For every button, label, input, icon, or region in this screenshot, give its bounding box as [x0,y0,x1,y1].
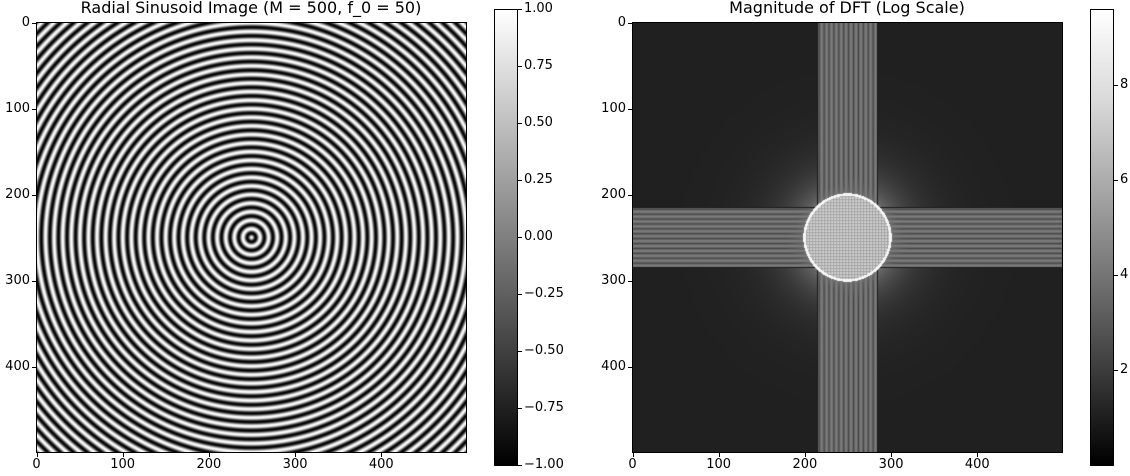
y-tick-label: 0 [617,14,626,30]
colorbar-tick-label: 0.25 [524,172,553,187]
colorbar-tick-mark [518,294,522,295]
colorbar-tick-label: 8 [1120,77,1129,92]
colorbar-tick-mark [518,408,522,409]
x-tick-mark [891,453,893,457]
x-tick-mark [36,453,38,457]
y-tick-label: 400 [5,359,30,375]
colorbar-tick-mark [518,237,522,238]
y-tick-label: 200 [601,186,626,202]
colorbar-tick-label: 2 [1120,362,1129,377]
colorbar-tick-label: −0.25 [524,286,564,301]
y-tick-mark [32,194,36,196]
colorbar-tick-label: 0.50 [524,115,553,130]
colorbar-tick-label: 4 [1120,267,1129,282]
x-tick-mark [804,453,806,457]
y-tick-mark [32,367,36,369]
radial-sinusoid-image [36,22,467,453]
colorbar-left [494,9,518,466]
x-tick-label: 0 [32,457,41,472]
colorbar-tick-label: 6 [1120,172,1129,187]
x-tick-mark [208,453,210,457]
y-tick-mark [628,367,632,369]
colorbar-tick-mark [518,465,522,466]
dft-magnitude-image [632,22,1063,453]
y-tick-label: 200 [5,186,30,202]
y-tick-mark [628,22,632,24]
y-tick-mark [32,108,36,110]
colorbar-tick-mark [518,9,522,10]
y-tick-mark [628,281,632,283]
y-tick-label: 400 [601,359,626,375]
colorbar-tick-label: −0.75 [524,400,564,415]
x-tick-mark [295,453,297,457]
colorbar-right [1090,9,1114,466]
colorbar-tick-mark [1114,275,1118,276]
x-tick-mark [381,453,383,457]
colorbar-tick-mark [518,66,522,67]
y-tick-label: 300 [601,273,626,289]
colorbar-tick-label: 0.75 [524,58,553,73]
x-tick-mark [632,453,634,457]
x-tick-mark [718,453,720,457]
colorbar-tick-mark [518,351,522,352]
colorbar-tick-label: −1.00 [524,457,564,472]
colorbar-tick-mark [1114,370,1118,371]
x-tick-label: 400 [964,457,990,472]
x-tick-label: 200 [792,457,818,472]
colorbar-tick-mark [518,123,522,124]
y-tick-mark [628,108,632,110]
colorbar-tick-label: −0.50 [524,343,564,358]
y-tick-mark [32,281,36,283]
x-tick-label: 200 [196,457,222,472]
chart-title: Magnitude of DFT (Log Scale) [729,0,965,17]
x-tick-label: 300 [282,457,308,472]
y-tick-label: 100 [5,100,30,116]
chart-title: Radial Sinusoid Image (M = 500, f_0 = 50… [80,0,422,17]
x-tick-mark [122,453,124,457]
y-tick-label: 300 [5,273,30,289]
x-tick-label: 400 [368,457,394,472]
colorbar-tick-label: 1.00 [524,1,553,16]
x-tick-label: 100 [706,457,732,472]
x-tick-mark [977,453,979,457]
colorbar-tick-mark [1114,85,1118,86]
dft-magnitude-canvas [633,23,1062,452]
y-tick-mark [32,22,36,24]
radial-sinusoid-canvas [37,23,466,452]
x-tick-label: 0 [628,457,637,472]
y-tick-mark [628,194,632,196]
y-tick-label: 0 [21,14,30,30]
colorbar-tick-mark [518,180,522,181]
x-tick-label: 100 [110,457,136,472]
colorbar-tick-mark [1114,180,1118,181]
colorbar-tick-label: 0.00 [524,229,553,244]
y-tick-label: 100 [601,100,626,116]
x-tick-label: 300 [878,457,904,472]
